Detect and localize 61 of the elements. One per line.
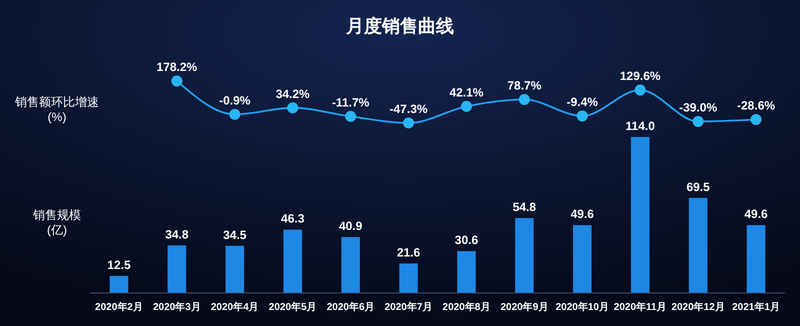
data-label: 69.5 [686,180,710,194]
point [692,116,704,127]
x-tick-label: 2020年8月 [442,301,490,313]
x-tick-label: 2020年5月 [268,301,317,313]
point [287,102,298,114]
x-tick-label: 2021年1月 [732,301,780,313]
point [518,94,530,106]
data-label: 40.9 [338,219,363,234]
bar [226,246,244,293]
data-label: 21.6 [396,245,421,260]
bar [573,225,592,293]
data-label: -11.7% [332,95,370,110]
bar [630,137,650,293]
bar [168,245,186,293]
data-label: 34.5 [223,228,247,242]
data-label: -9.4% [566,94,598,109]
y-axis-title: 销售规模 (亿) [32,208,81,237]
bar [341,237,360,293]
bar [457,251,476,293]
point [576,110,588,122]
x-tick-label: 2020年7月 [384,301,432,313]
data-label: 54.8 [512,200,536,214]
data-label: 114.0 [626,119,656,133]
data-label: -39.0% [679,100,718,114]
data-label: 34.8 [165,227,189,242]
bar [515,218,534,293]
point [171,76,182,86]
data-label: 42.1% [449,85,484,100]
data-label: 49.6 [570,207,594,222]
bar [399,263,418,293]
x-tick-label: 2020年3月 [152,301,201,313]
point [229,108,240,120]
data-label: 30.6 [454,233,478,248]
x-tick-label: 2020年9月 [500,301,548,313]
x-tick-label: 2020年10月 [556,301,609,313]
point [460,100,472,112]
point [345,110,356,122]
x-tick-label: 2020年2月 [95,301,143,313]
chart-title: 月度销售曲线 [345,16,454,36]
x-tick-label: 2020年11月 [614,301,667,313]
point [634,84,646,96]
x-tick-label: 2020年4月 [210,301,259,313]
data-label: -28.6% [737,98,776,113]
data-label: 34.2% [276,86,310,101]
data-label: 178.2% [156,60,198,74]
y-axis-title: 销售额环比增速 (%) [14,95,99,124]
data-label: 46.3 [281,212,305,226]
data-label: 78.7% [507,78,542,93]
point [403,118,414,128]
data-label: -47.3% [390,102,428,116]
data-label: 12.5 [107,258,131,272]
x-tick-label: 2020年6月 [326,301,375,313]
data-label: 129.6% [620,69,661,84]
bar [688,198,708,293]
bar [110,276,128,293]
x-tick-label: 2020年12月 [671,301,725,313]
data-label: 49.6 [744,207,768,222]
bar [283,230,302,293]
data-label: -0.9% [219,93,251,108]
point [750,114,762,126]
bar [746,225,766,293]
